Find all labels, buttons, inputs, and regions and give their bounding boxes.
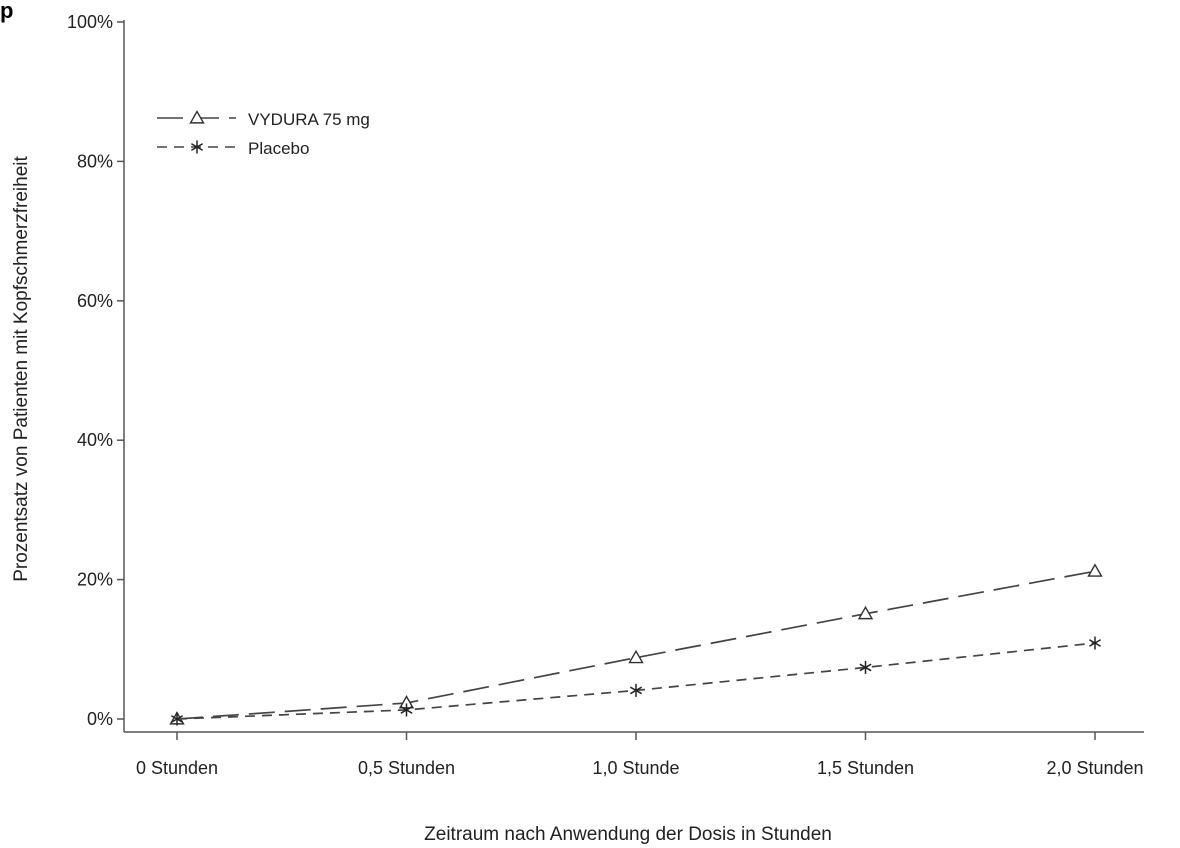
x-axis: 0 Stunden 0,5 Stunden 1,0 Stunde 1,5 Stunde… — [124, 731, 1144, 778]
series-line-vydura — [176, 570, 1096, 720]
plot-area — [169, 563, 1103, 726]
data-point-placebo — [170, 712, 184, 726]
data-point-vydura — [857, 605, 874, 620]
y-tick-label: 80% — [77, 151, 113, 171]
y-axis: 0% 20% 40% 60% 80% 100% — [67, 12, 125, 732]
data-point-placebo — [629, 683, 643, 697]
y-tick-label: 20% — [77, 570, 113, 590]
y-axis-title: Prozentsatz von Patienten mit Kopfschmer… — [11, 155, 32, 581]
legend-label-vydura: VYDURA 75 mg — [248, 110, 370, 129]
legend-marker-triangle — [189, 110, 205, 124]
y-tick-label: 100% — [67, 12, 113, 32]
data-point-placebo — [400, 703, 413, 717]
y-tick-label: 0% — [87, 709, 113, 729]
data-point-vydura — [628, 649, 644, 664]
legend-label-placebo: Placebo — [248, 139, 309, 158]
y-tick-label: 60% — [77, 291, 113, 311]
x-tick-label: 0 Stunden — [136, 758, 218, 778]
x-tick-label: 1,5 Stunden — [817, 758, 914, 778]
x-axis-title: Zeitraum nach Anwendung der Dosis in Stu… — [424, 824, 832, 845]
legend-marker-asterisk — [190, 140, 204, 154]
legend-triangle-icon — [189, 110, 205, 124]
legend-asterisk-icon — [190, 140, 204, 154]
x-tick-label: 1,0 Stunde — [592, 758, 679, 778]
data-point-vydura — [1087, 563, 1103, 577]
data-point-placebo — [1088, 636, 1102, 650]
x-tick-label: 2,0 Stunden — [1046, 758, 1143, 778]
y-tick-label: 40% — [77, 430, 113, 450]
legend: VYDURA 75 mg Placebo — [157, 110, 370, 158]
data-point-placebo — [859, 660, 872, 674]
corner-mark: p — [0, 0, 13, 23]
x-tick-label: 0,5 Stunden — [358, 758, 455, 778]
